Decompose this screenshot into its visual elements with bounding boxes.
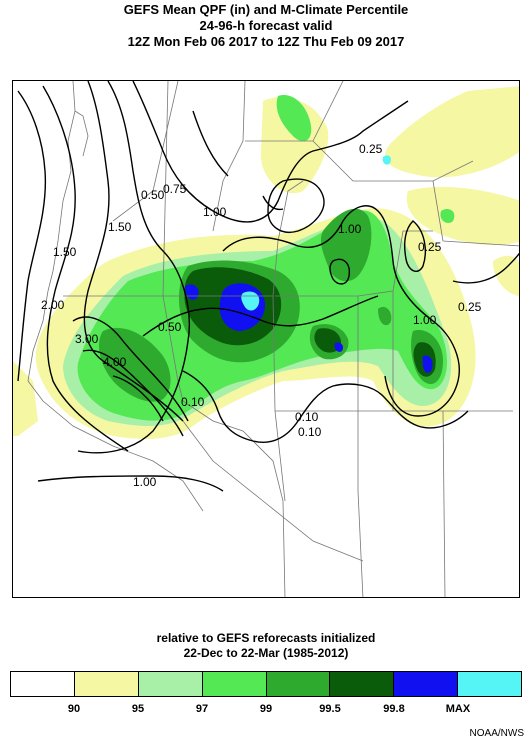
contour-labels: 0.250.500.751.001.501.502.003.004.000.50…: [41, 142, 482, 489]
contour-label: 0.50: [158, 320, 182, 334]
contour-label: 0.75: [163, 182, 187, 196]
legend-swatch-7: [458, 672, 521, 696]
subtitle-line-1: relative to GEFS reforecasts initialized: [156, 631, 376, 645]
legend-swatch-4: [266, 672, 331, 696]
contour-label: 1.00: [203, 205, 227, 219]
legend-swatch-1: [74, 672, 139, 696]
contour-label: 1.00: [338, 222, 362, 236]
contour-label: 4.00: [103, 355, 127, 369]
legend-label: 97: [195, 703, 209, 715]
contour-label: 0.25: [418, 240, 442, 254]
contour-label: 2.00: [41, 298, 65, 312]
contour-label: 0.25: [458, 300, 482, 314]
legend-swatch-0: [11, 672, 75, 696]
contour-label: 0.10: [298, 425, 322, 439]
precip-map: 0.250.500.751.001.501.502.003.004.000.50…: [13, 81, 519, 597]
contour-label: 0.50: [141, 188, 165, 202]
legend-swatch-6: [394, 672, 459, 696]
title-line-3: 12Z Mon Feb 06 2017 to 12Z Thu Feb 09 20…: [127, 34, 405, 49]
map-panel: 0.25 0.50 0.75 1.00 1.50 1.50 2.00 3.00 4.00 0.50…: [12, 80, 520, 598]
credit-text: NOAA/NWS: [469, 728, 524, 739]
contour-label: 3.00: [75, 332, 99, 346]
reference-note: relative to GEFS reforecasts initialized…: [0, 631, 532, 661]
legend-label: 99.8: [383, 703, 405, 715]
contour-label: 1.00: [413, 313, 437, 327]
contour-label: 0.10: [295, 410, 319, 424]
legend-label: 95: [131, 703, 145, 715]
legend-swatch-3: [202, 672, 267, 696]
map-title: GEFS Mean QPF (in) and M-Climate Percent…: [0, 2, 532, 50]
percentile-legend: [10, 671, 522, 697]
legend-label: 99: [259, 703, 273, 715]
legend-label: 90: [67, 703, 81, 715]
contour-label: 0.25: [359, 142, 383, 156]
contour-label: 1.00: [133, 475, 157, 489]
contour-label: 1.50: [108, 220, 132, 234]
qpf-contours: [17, 81, 519, 492]
title-line-1: GEFS Mean QPF (in) and M-Climate Percent…: [123, 2, 409, 17]
contour-label: 0.10: [181, 395, 205, 409]
contour-label: 1.50: [53, 245, 77, 259]
legend-swatch-2: [138, 672, 203, 696]
title-line-2: 24-96-h forecast valid: [199, 18, 333, 33]
legend-swatch-5: [330, 672, 395, 696]
geographic-borders: [27, 81, 519, 597]
legend-label: 99.5: [319, 703, 341, 715]
legend-label: MAX: [445, 703, 471, 715]
subtitle-line-2: 22-Dec to 22-Mar (1985-2012): [183, 646, 349, 660]
